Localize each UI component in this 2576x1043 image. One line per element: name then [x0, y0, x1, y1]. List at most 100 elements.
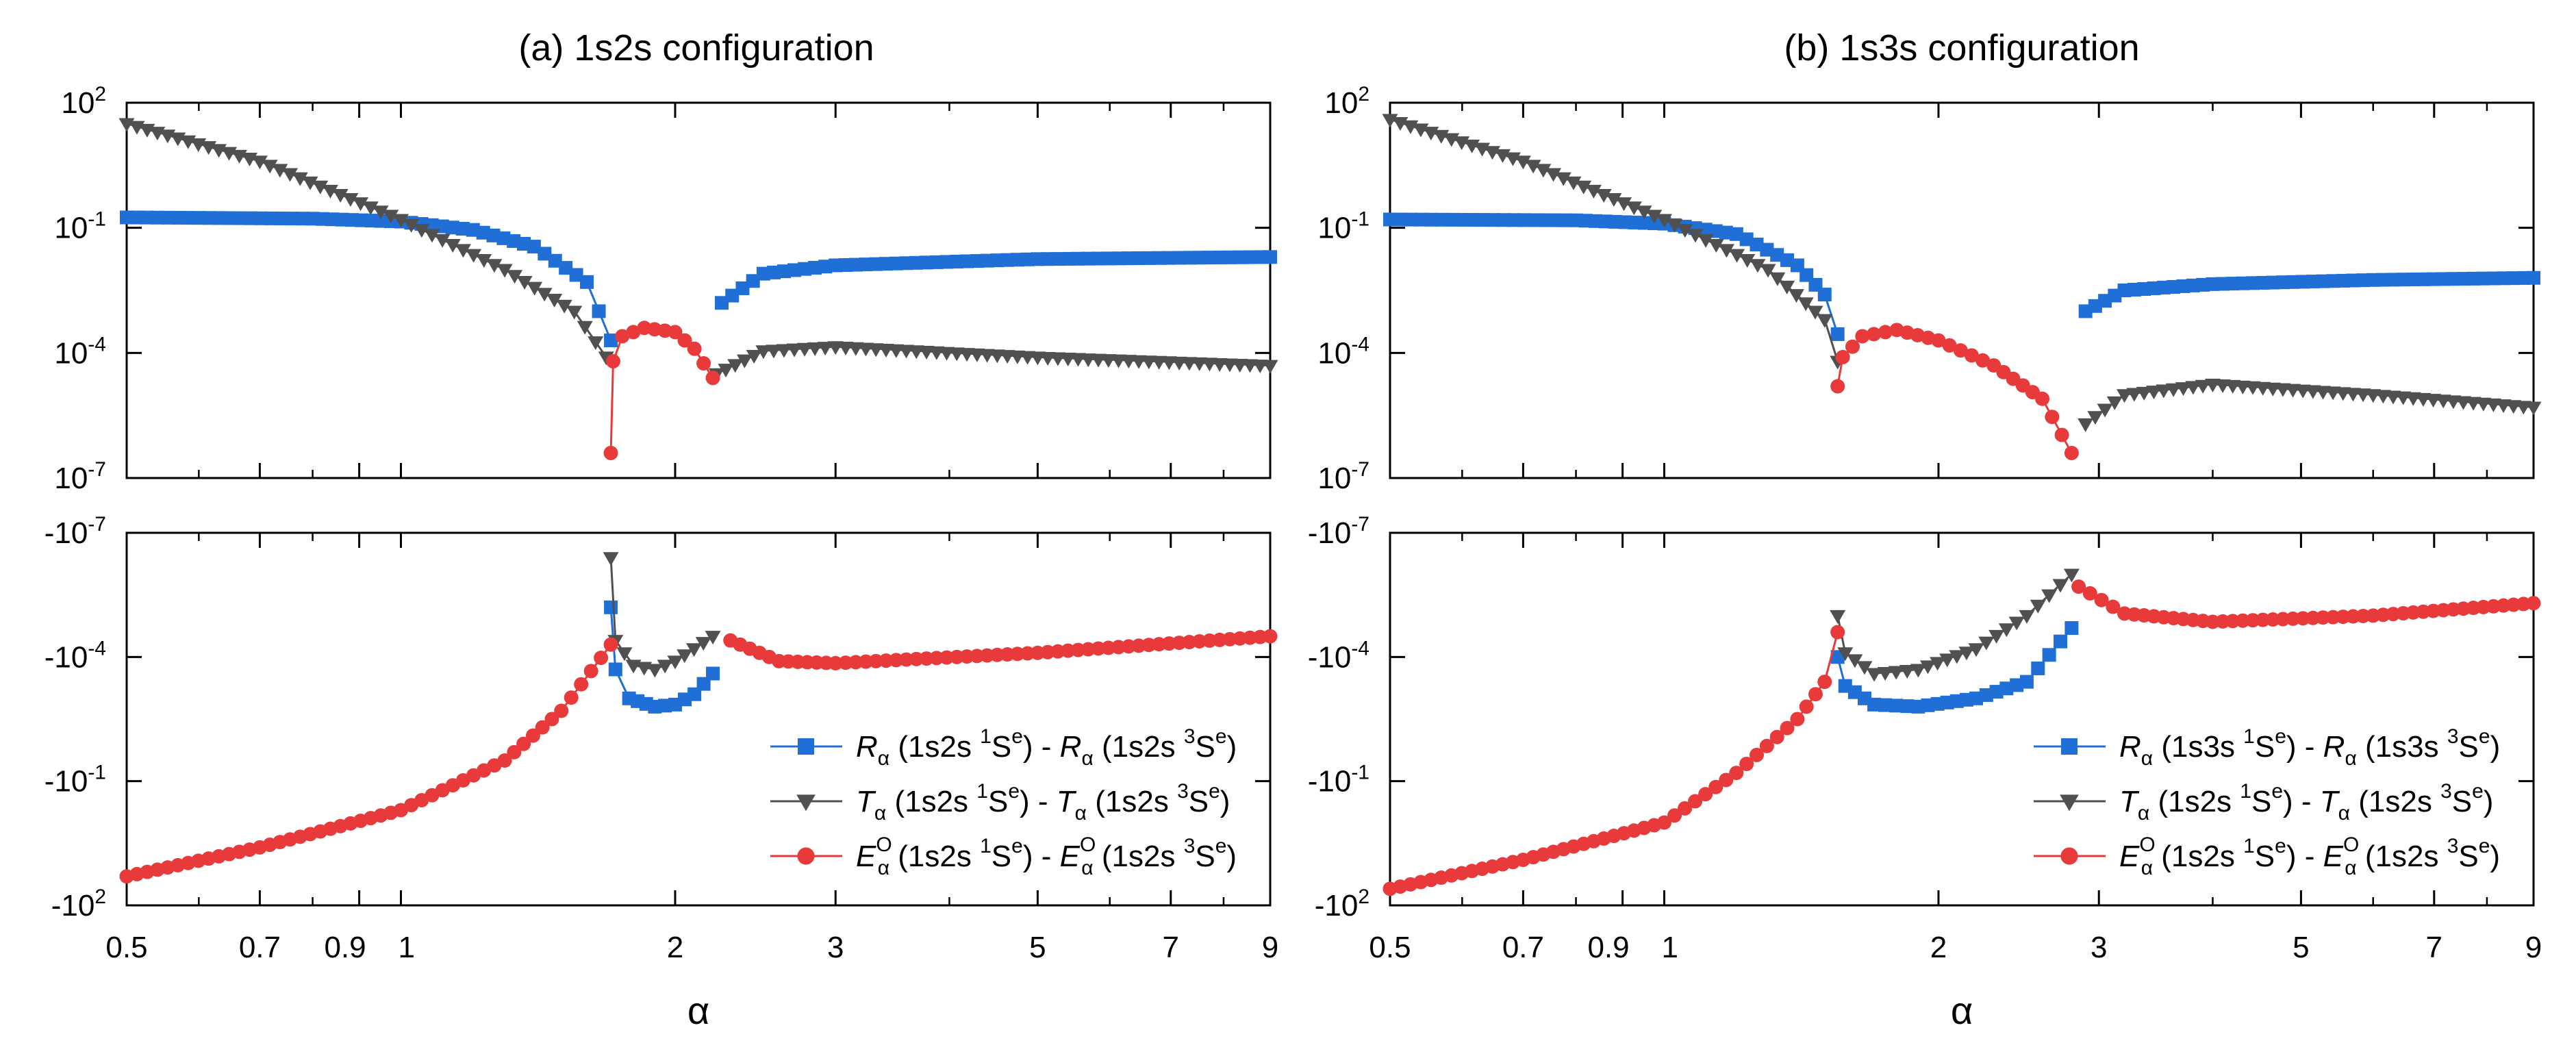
marker-circle — [838, 655, 853, 670]
marker-square — [171, 210, 186, 225]
text-span: e — [2479, 725, 2490, 748]
marker-circle — [980, 648, 995, 663]
text-span: α — [878, 747, 889, 770]
marker-triangle — [486, 259, 503, 273]
marker-triangle — [667, 655, 683, 670]
marker-triangle — [1181, 357, 1198, 371]
marker-triangle — [2087, 411, 2104, 425]
marker-square — [1383, 212, 1397, 227]
marker-triangle — [616, 647, 633, 662]
marker-square — [2061, 738, 2078, 755]
text-span: -10 — [1308, 516, 1352, 550]
marker-triangle — [2078, 418, 2094, 432]
text-span: T — [856, 785, 876, 818]
text-span: ) - — [1023, 840, 1060, 873]
marker-triangle — [1151, 355, 1167, 370]
marker-triangle — [1919, 660, 1936, 675]
marker-triangle — [1565, 176, 1582, 190]
chart-panel-b: (b) 1s3s configuration 0.5 0.7 0.9 1 2 3 5 7 9 α 10… — [1308, 27, 2542, 1032]
series-T-lower — [1830, 568, 2080, 682]
x-tick-label: 1 — [1661, 931, 1678, 964]
marker-square — [1435, 212, 1449, 227]
text-span: 2 — [94, 83, 106, 105]
marker-square — [592, 304, 606, 318]
marker-circle — [1830, 379, 1845, 394]
lower-plot-frame — [1389, 531, 2535, 907]
marker-triangle — [516, 275, 533, 290]
marker-square — [735, 281, 750, 295]
marker-triangle — [424, 229, 440, 243]
x-axis-label: α — [1951, 989, 1973, 1032]
marker-triangle — [807, 342, 823, 356]
marker-triangle — [2146, 386, 2162, 400]
marker-triangle — [1968, 643, 1984, 657]
legend-label: Tα (1s2s 1Se) - Tα (1s2s 3Se) — [856, 780, 1230, 825]
marker-circle — [564, 690, 579, 705]
text-span: e — [1011, 835, 1023, 857]
text-span: S — [992, 840, 1011, 873]
marker-circle — [705, 370, 720, 386]
marker-square — [776, 264, 791, 279]
text-span: R — [2323, 730, 2345, 764]
marker-square — [1486, 213, 1500, 227]
marker-square — [202, 211, 216, 225]
text-span: S — [2459, 730, 2479, 764]
text-span: α — [1081, 747, 1093, 770]
marker-triangle — [1856, 661, 1873, 675]
marker-circle — [605, 354, 620, 369]
text-span: e — [2472, 780, 2484, 803]
marker-circle — [1835, 349, 1850, 364]
marker-circle — [497, 753, 512, 768]
x-tick-label: 2 — [667, 931, 683, 964]
text-span: (1s3s — [2153, 730, 2243, 764]
marker-triangle — [1039, 351, 1056, 366]
text-span: -10 — [1308, 640, 1352, 674]
marker-circle — [1719, 772, 1734, 788]
marker-triangle — [1646, 210, 1663, 224]
marker-circle — [989, 647, 1005, 662]
text-span: -4 — [88, 333, 106, 355]
marker-triangle — [507, 270, 523, 284]
text-span: (1s2s — [1094, 730, 1184, 764]
marker-triangle — [372, 205, 389, 220]
series-T-upper — [1382, 114, 2542, 432]
y-tick-label: -102 — [51, 885, 106, 922]
marker-square — [1404, 212, 1418, 227]
text-span: T — [2119, 785, 2140, 818]
x-tick-label: 5 — [2293, 931, 2309, 964]
marker-square — [538, 247, 552, 261]
marker-circle — [1799, 699, 1814, 714]
text-span: -7 — [88, 513, 106, 536]
marker-triangle — [2165, 383, 2182, 397]
text-span: e — [2271, 780, 2283, 803]
marker-circle — [507, 744, 522, 759]
text-span: ) — [2484, 785, 2494, 818]
marker-triangle — [312, 180, 329, 194]
marker-square — [275, 211, 289, 225]
y-tick-label: 102 — [1324, 83, 1369, 120]
text-span: 3 — [1184, 835, 1196, 857]
text-span: (1s2s — [2153, 840, 2243, 873]
marker-triangle — [527, 281, 543, 296]
marker-square — [1889, 699, 1904, 713]
text-span: S — [988, 785, 1008, 818]
x-tick-label: 0.9 — [324, 931, 366, 964]
series-R-lower — [1830, 621, 2079, 714]
text-span: e — [2275, 835, 2286, 857]
marker-circle — [1790, 712, 1805, 727]
marker-triangle — [392, 214, 409, 228]
marker-square — [548, 253, 562, 268]
series-R-upper — [1383, 212, 2540, 341]
marker-triangle — [403, 218, 420, 233]
marker-triangle — [1525, 160, 1541, 174]
marker-circle — [1020, 646, 1035, 661]
marker-triangle — [536, 288, 553, 302]
marker-triangle — [1141, 355, 1157, 370]
text-span: (1s2s — [2357, 840, 2447, 873]
x-tick-label: 0.7 — [1502, 931, 1544, 964]
marker-square — [264, 211, 279, 225]
marker-triangle — [1576, 180, 1592, 194]
panel-title: (b) 1s3s configuration — [1784, 27, 2139, 68]
marker-square — [2031, 661, 2045, 675]
marker-square — [569, 268, 583, 282]
